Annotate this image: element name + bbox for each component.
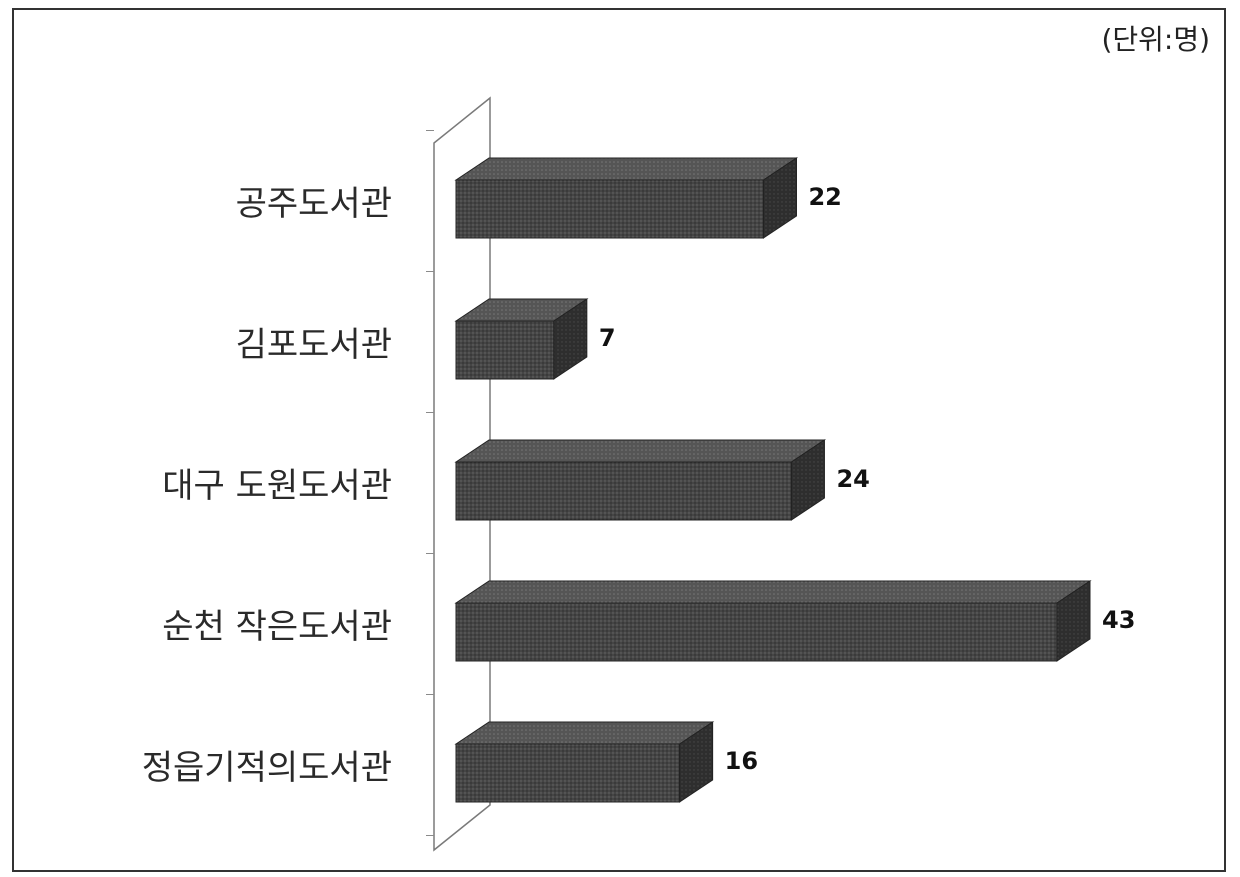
bar-side-face bbox=[679, 721, 714, 803]
category-label: 김포도서관 bbox=[236, 325, 392, 365]
value-label: 16 bbox=[725, 747, 758, 775]
value-label: 24 bbox=[836, 465, 869, 493]
bar-top-face bbox=[454, 721, 715, 745]
bar bbox=[455, 743, 681, 803]
bar-top-face bbox=[454, 439, 827, 463]
bar bbox=[455, 461, 792, 521]
bar bbox=[455, 602, 1058, 662]
bar-side-face bbox=[553, 298, 588, 380]
labels-group: 공주도서관 22 김포도서관 7 대구 도원도서관 24 순천 작은도서관 43 정읍기적의도서… bbox=[142, 183, 1136, 788]
bar-side-face bbox=[790, 439, 825, 521]
bar bbox=[455, 179, 764, 239]
category-label: 공주도서관 bbox=[236, 184, 392, 224]
category-label: 대구 도원도서관 bbox=[162, 466, 392, 506]
value-label: 22 bbox=[808, 183, 841, 211]
value-label: 43 bbox=[1102, 606, 1135, 634]
bar-side-face bbox=[762, 157, 797, 239]
category-label: 순천 작은도서관 bbox=[162, 607, 392, 647]
bar-side-face bbox=[1056, 580, 1091, 662]
category-label: 정읍기적의도서관 bbox=[142, 748, 392, 788]
bars-group bbox=[454, 157, 1092, 803]
bar bbox=[455, 320, 555, 380]
bar-top-face bbox=[454, 580, 1092, 604]
bar-top-face bbox=[454, 157, 799, 181]
unit-note: (단위:명) bbox=[1101, 23, 1210, 56]
value-label: 7 bbox=[599, 324, 616, 352]
